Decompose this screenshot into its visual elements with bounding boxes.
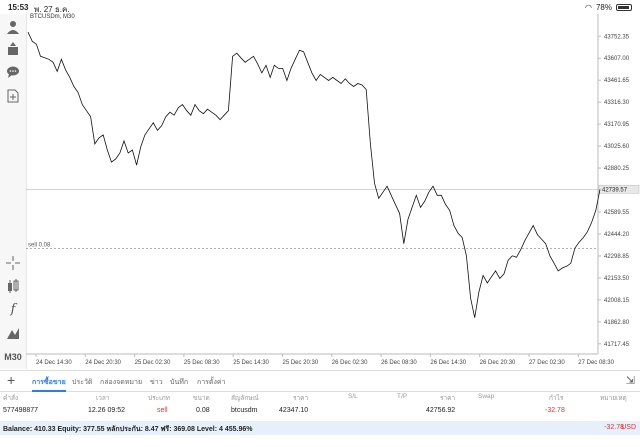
current-price-box (598, 185, 640, 194)
x-tick-label: 27 Dec 02:30 (529, 360, 565, 366)
order-time: 12.26 09:52 (88, 407, 125, 414)
account-summary: Balance: 410.33 Equity: 377.55 หลักประกั… (0, 421, 640, 435)
header-time: เวลา (96, 395, 110, 402)
resize-icon[interactable]: ⇲ (625, 375, 635, 387)
x-tick-label: 26 Dec 08:30 (381, 360, 417, 366)
y-tick-label: 43025.60 (604, 144, 630, 150)
chart-title: BTCUSDm, M30 (30, 14, 75, 20)
order-current-price: 42756.92 (426, 407, 456, 414)
account-plus-icon[interactable] (4, 40, 22, 58)
order-price: 42347.10 (279, 407, 309, 414)
status-bar: 15:53 พ. 27 ธ.ค. ◠ 78% (0, 0, 640, 14)
y-tick-label: 41862.80 (604, 320, 630, 326)
tab-settings[interactable]: การตั้งค่า (197, 379, 226, 386)
y-tick-label: 43752.35 (604, 34, 630, 40)
sell-level-label: sell 0.08 (28, 243, 51, 249)
tab-mailbox[interactable]: กล่องจดหมาย (100, 379, 143, 386)
y-tick-label: 42444.20 (604, 232, 630, 238)
x-tick-label: 24 Dec 14:30 (36, 360, 72, 366)
y-tick-label: 41717.45 (604, 342, 630, 348)
order-profit: -32.78 (545, 407, 565, 414)
header-comment: หมายเหตุ (600, 395, 627, 402)
battery-icon (616, 4, 632, 11)
crosshair-icon[interactable] (4, 254, 22, 272)
chart-canvas[interactable]: 43752.35 43607.00 43461.65 43316.30 43170.95… (26, 14, 640, 369)
order-volume: 0.08 (196, 407, 210, 414)
status-time: 15:53 (8, 3, 29, 12)
x-tick-label: 27 Dec 08:30 (578, 360, 614, 366)
y-tick-label: 42880.25 (604, 166, 630, 172)
price-series-line (27, 31, 601, 318)
y-tick-label: 43607.00 (604, 56, 630, 62)
order-type: sell (157, 407, 168, 414)
y-tick-label: 42008.15 (604, 298, 630, 304)
x-tick-label: 25 Dec 14:30 (233, 360, 269, 366)
header-tp: T/P (397, 393, 408, 400)
x-tick-label: 25 Dec 20:30 (282, 360, 318, 366)
current-price-label: 42739.57 (602, 187, 628, 193)
add-order-icon[interactable]: + (7, 372, 16, 388)
tab-news[interactable]: ข่าว (150, 379, 163, 386)
left-toolbar: f M30 (0, 14, 27, 369)
wifi-icon: ◠ (585, 3, 592, 12)
price-chart[interactable]: 43752.35 43607.00 43461.65 43316.30 43170.95… (26, 14, 640, 369)
status-right: ◠ 78% (585, 3, 632, 12)
timeframe-button[interactable]: M30 (4, 352, 22, 362)
x-tick-label: 24 Dec 20:30 (85, 360, 121, 366)
tab-history[interactable]: ประวัติ (72, 379, 93, 386)
table-row[interactable]: 577498877 12.26 09:52 sell 0.08 btcusdm … (0, 404, 640, 418)
user-icon[interactable] (4, 18, 22, 36)
add-chart-icon[interactable] (4, 87, 22, 105)
table-header: คำสั่ง เวลา ประเภท ขนาด สัญลักษณ์ ราคา S… (0, 391, 640, 403)
battery-percent: 78% (595, 3, 612, 12)
y-tick-label: 43170.95 (604, 122, 630, 128)
y-tick-label: 43316.30 (604, 100, 630, 106)
tab-journal[interactable]: บันทึก (170, 379, 189, 386)
header-profit: กำไร (549, 395, 564, 402)
tab-trade[interactable]: การซื้อขาย (32, 377, 66, 392)
account-summary-text: Balance: 410.33 Equity: 377.55 หลักประกั… (3, 426, 253, 433)
y-tick-label: 42298.85 (604, 254, 630, 260)
x-tick-label: 25 Dec 08:30 (184, 360, 220, 366)
x-tick-label: 25 Dec 02:30 (135, 360, 171, 366)
header-current-price: ราคา (440, 395, 456, 402)
function-icon[interactable]: f (10, 301, 16, 317)
objects-icon[interactable] (4, 324, 22, 342)
header-type: ประเภท (148, 395, 170, 402)
header-swap: Swap (478, 393, 495, 400)
total-profit: -32.78 (604, 424, 624, 431)
terminal-tabs: + การซื้อขาย ประวัติ กล่องจดหมาย ข่าว บั… (0, 370, 640, 392)
y-tick-label: 42153.50 (604, 276, 630, 282)
x-tick-label: 26 Dec 20:30 (480, 360, 516, 366)
header-order: คำสั่ง (3, 395, 19, 402)
x-tick-label: 26 Dec 02:30 (332, 360, 368, 366)
currency-label: USD (621, 424, 636, 431)
indicator-icon[interactable] (4, 277, 22, 295)
status-date: พ. 27 ธ.ค. (34, 5, 70, 14)
header-symbol: สัญลักษณ์ (231, 395, 259, 402)
chat-icon[interactable] (4, 63, 22, 81)
order-symbol: btcusdm (231, 407, 258, 414)
y-tick-label: 43461.65 (604, 78, 630, 84)
x-tick-label: 26 Dec 14:30 (430, 360, 466, 366)
header-price: ราคา (293, 395, 309, 402)
header-volume: ขนาด (193, 395, 210, 402)
header-sl: S/L (348, 393, 358, 400)
y-tick-label: 42589.55 (604, 210, 630, 216)
order-id: 577498877 (3, 407, 39, 414)
